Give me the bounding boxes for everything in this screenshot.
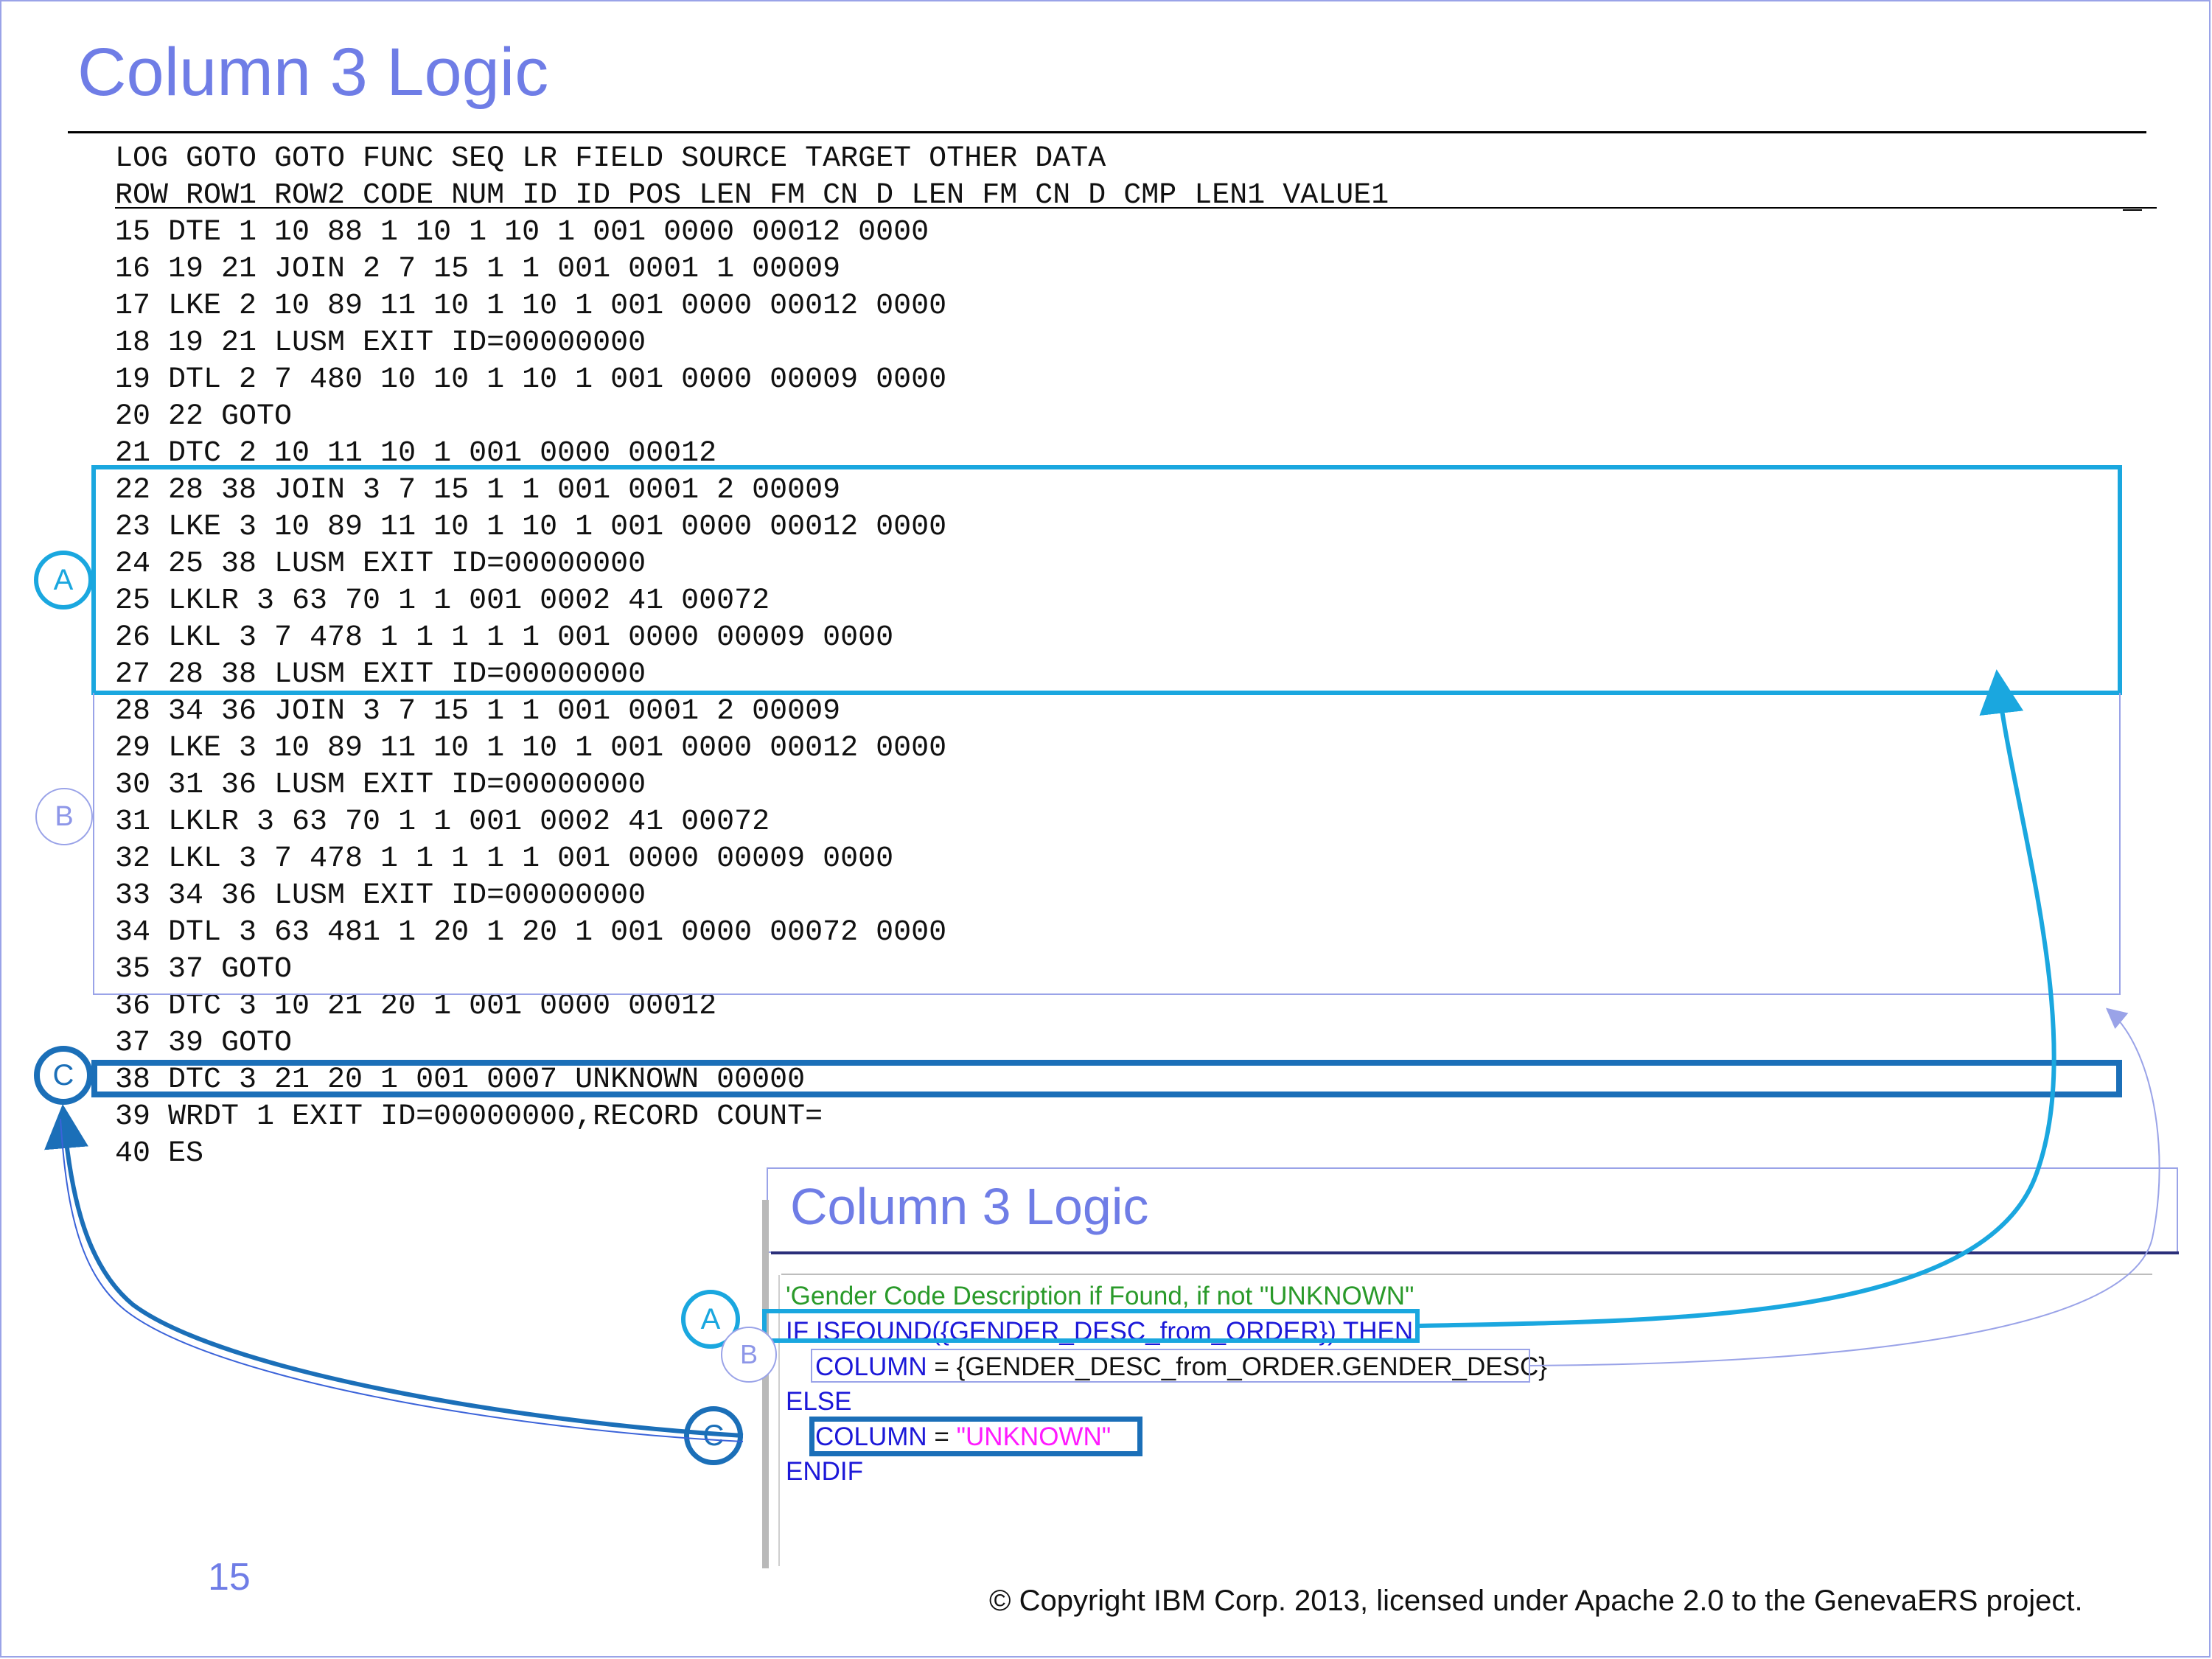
listing-row: 16 19 21 JOIN 2 7 15 1 1 001 0001 1 0000… bbox=[115, 253, 841, 286]
inset-title: Column 3 Logic bbox=[790, 1178, 1149, 1235]
listing-row: 32 LKL 3 7 478 1 1 1 1 1 001 0000 00009 … bbox=[115, 842, 894, 876]
listing-header-line-1: LOG GOTO GOTO FUNC SEQ LR FIELD SOURCE T… bbox=[115, 142, 1106, 175]
listing-row: 35 37 GOTO bbox=[115, 953, 293, 986]
copyright-notice: © Copyright IBM Corp. 2013, licensed und… bbox=[989, 1585, 2083, 1617]
listing-row: 21 DTC 2 10 11 10 1 001 0000 00012 bbox=[115, 437, 717, 470]
inset-title-rule bbox=[771, 1251, 2179, 1254]
listing-row: 17 LKE 2 10 89 11 10 1 10 1 001 0000 000… bbox=[115, 290, 947, 323]
listing-row: 28 34 36 JOIN 3 7 15 1 1 001 0001 2 0000… bbox=[115, 695, 841, 728]
listing-row: 25 LKLR 3 63 70 1 1 001 0002 41 00072 bbox=[115, 584, 770, 618]
text-cursor bbox=[2123, 209, 2142, 211]
listing-row: 36 DTC 3 10 21 20 1 001 0000 00012 bbox=[115, 990, 717, 1023]
highlight-box-a bbox=[91, 465, 2122, 695]
listing-row: 27 28 38 LUSM EXIT ID=00000000 bbox=[115, 658, 646, 691]
editor-scrollbar[interactable] bbox=[762, 1200, 769, 1568]
listing-row: 39 WRDT 1 EXIT ID=00000000,RECORD COUNT= bbox=[115, 1100, 823, 1134]
listing-row: 31 LKLR 3 63 70 1 1 001 0002 41 00072 bbox=[115, 806, 770, 839]
arrow-a bbox=[1419, 669, 2056, 1328]
code-column-found-line: COLUMN = {GENDER_DESC_from_ORDER.GENDER_… bbox=[815, 1354, 1547, 1380]
code-comment-line: 'Gender Code Description if Found, if no… bbox=[786, 1282, 1414, 1310]
listing-row: 15 DTE 1 10 88 1 10 1 10 1 001 0000 0001… bbox=[115, 216, 929, 249]
arrow-c bbox=[44, 1104, 744, 1438]
listing-row: 24 25 38 LUSM EXIT ID=00000000 bbox=[115, 548, 646, 581]
listing-row: 38 DTC 3 21 20 1 001 0007 UNKNOWN 00000 bbox=[115, 1063, 806, 1097]
listing-row: 18 19 21 LUSM EXIT ID=00000000 bbox=[115, 326, 646, 360]
listing-row: 40 ES bbox=[115, 1137, 204, 1170]
editor-gutter bbox=[778, 1275, 780, 1566]
highlight-box-c bbox=[91, 1060, 2122, 1097]
else-keyword: ELSE bbox=[786, 1387, 852, 1416]
listing-header-line-2: ROW ROW1 ROW2 CODE NUM ID ID POS LEN FM … bbox=[115, 179, 1389, 212]
column-keyword: COLUMN bbox=[815, 1422, 927, 1451]
arrow-b bbox=[1529, 1007, 2160, 1366]
equals-operator: = bbox=[934, 1422, 949, 1451]
code-highlight-a bbox=[762, 1309, 1420, 1343]
code-callout-b-badge: B bbox=[721, 1327, 777, 1383]
listing-row: 22 28 38 JOIN 3 7 15 1 1 001 0001 2 0000… bbox=[115, 474, 841, 507]
listing-row: 34 DTL 3 63 481 1 20 1 20 1 001 0000 000… bbox=[115, 916, 947, 949]
gender-desc-field: {GENDER_DESC_from_ORDER.GENDER_DESC} bbox=[956, 1352, 1547, 1381]
title-rule bbox=[68, 131, 2146, 133]
highlight-box-b bbox=[93, 693, 2121, 995]
listing-row: 19 DTL 2 7 480 10 10 1 10 1 001 0000 000… bbox=[115, 363, 947, 397]
arrow-c-echo bbox=[60, 1118, 744, 1442]
listing-row: 37 39 GOTO bbox=[115, 1027, 293, 1060]
equals-operator: = bbox=[934, 1352, 949, 1381]
code-column-unknown-line: COLUMN = "UNKNOWN" bbox=[815, 1424, 1111, 1450]
page-number: 15 bbox=[208, 1556, 251, 1599]
slide-title: Column 3 Logic bbox=[77, 35, 549, 110]
unknown-string: "UNKNOWN" bbox=[956, 1422, 1112, 1451]
listing-row: 26 LKL 3 7 478 1 1 1 1 1 001 0000 00009 … bbox=[115, 621, 894, 654]
editor-top-border bbox=[781, 1274, 2152, 1275]
endif-keyword: ENDIF bbox=[786, 1457, 863, 1486]
callout-c-badge: C bbox=[34, 1046, 93, 1105]
listing-row: 30 31 36 LUSM EXIT ID=00000000 bbox=[115, 769, 646, 802]
listing-row: 20 22 GOTO bbox=[115, 400, 293, 433]
listing-row: 23 LKE 3 10 89 11 10 1 10 1 001 0000 000… bbox=[115, 511, 947, 544]
code-highlight-c bbox=[809, 1417, 1142, 1456]
listing-header-rule bbox=[115, 207, 2157, 209]
callout-b-badge: B bbox=[35, 788, 93, 845]
callout-a-badge: A bbox=[34, 551, 93, 610]
column-keyword: COLUMN bbox=[815, 1352, 927, 1381]
code-highlight-b bbox=[811, 1349, 1530, 1383]
listing-row: 29 LKE 3 10 89 11 10 1 10 1 001 0000 000… bbox=[115, 732, 947, 765]
listing-row: 33 34 36 LUSM EXIT ID=00000000 bbox=[115, 879, 646, 912]
